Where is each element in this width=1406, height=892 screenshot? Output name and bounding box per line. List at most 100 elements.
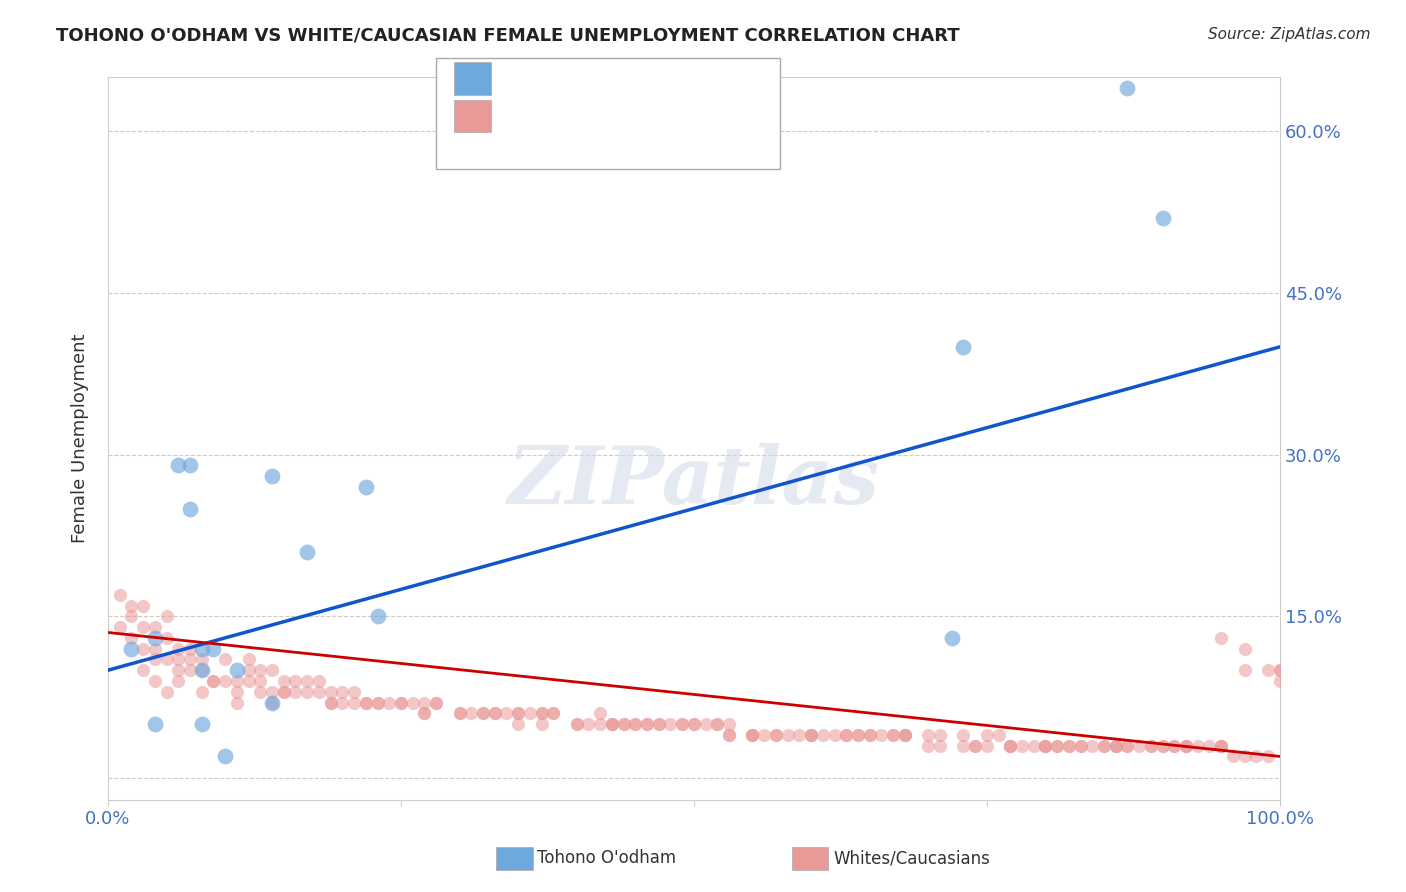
Text: R =  0.693    N =  21: R = 0.693 N = 21: [499, 78, 672, 96]
Point: [343, 685, 366, 699]
Point: [120, 609, 142, 624]
Point: [600, 717, 623, 731]
Point: [846, 728, 869, 742]
Point: [952, 728, 974, 742]
Point: [1035, 739, 1057, 753]
Point: [882, 728, 904, 742]
Point: [543, 706, 565, 721]
Point: [765, 728, 787, 742]
Point: [683, 717, 706, 731]
Point: [741, 728, 763, 742]
Point: [225, 663, 247, 677]
Point: [1233, 641, 1256, 656]
Point: [1152, 211, 1174, 225]
Point: [543, 706, 565, 721]
Point: [167, 652, 190, 666]
Point: [508, 717, 530, 731]
Point: [413, 696, 436, 710]
Point: [238, 663, 260, 677]
Point: [894, 728, 917, 742]
Point: [530, 706, 553, 721]
Point: [167, 673, 190, 688]
Point: [929, 739, 952, 753]
Point: [718, 728, 741, 742]
Point: [132, 641, 155, 656]
Point: [190, 717, 212, 731]
Point: [202, 641, 225, 656]
Point: [214, 652, 236, 666]
Point: [1116, 739, 1139, 753]
Point: [260, 696, 283, 710]
Point: [1152, 739, 1174, 753]
Point: [449, 706, 471, 721]
Point: [1198, 739, 1220, 753]
Point: [366, 696, 388, 710]
Point: [565, 717, 588, 731]
Point: [249, 663, 271, 677]
Text: ZIPatlas: ZIPatlas: [508, 443, 880, 521]
Point: [214, 673, 236, 688]
Point: [472, 706, 495, 721]
Point: [425, 696, 447, 710]
Point: [894, 728, 917, 742]
Point: [260, 469, 283, 483]
Point: [1246, 749, 1268, 764]
Point: [484, 706, 506, 721]
Point: [882, 728, 904, 742]
Point: [190, 663, 212, 677]
Point: [1116, 739, 1139, 753]
Point: [484, 706, 506, 721]
Point: [859, 728, 882, 742]
Point: [1163, 739, 1185, 753]
Point: [225, 673, 247, 688]
Point: [741, 728, 763, 742]
Point: [319, 696, 342, 710]
Point: [389, 696, 412, 710]
Point: [179, 641, 201, 656]
Point: [1268, 663, 1291, 677]
Point: [190, 663, 212, 677]
Point: [143, 652, 166, 666]
Point: [108, 588, 131, 602]
Point: [1175, 739, 1198, 753]
Point: [624, 717, 647, 731]
Point: [648, 717, 671, 731]
Point: [460, 706, 482, 721]
Point: [1105, 739, 1128, 753]
Point: [508, 706, 530, 721]
Point: [952, 739, 974, 753]
Point: [1070, 739, 1092, 753]
Point: [143, 631, 166, 645]
Point: [1163, 739, 1185, 753]
Point: [132, 663, 155, 677]
Point: [1000, 739, 1022, 753]
Point: [671, 717, 693, 731]
Point: [132, 599, 155, 613]
Point: [472, 706, 495, 721]
Point: [330, 685, 353, 699]
Point: [870, 728, 893, 742]
Point: [284, 673, 307, 688]
Point: [1092, 739, 1115, 753]
Point: [706, 717, 728, 731]
Point: [1046, 739, 1069, 753]
Point: [167, 663, 190, 677]
Point: [917, 739, 939, 753]
Point: [695, 717, 717, 731]
Point: [179, 501, 201, 516]
Point: [1233, 749, 1256, 764]
Point: [1070, 739, 1092, 753]
Point: [859, 728, 882, 742]
Point: [624, 717, 647, 731]
Point: [508, 706, 530, 721]
Text: Whites/Caucasians: Whites/Caucasians: [834, 849, 991, 867]
Point: [1046, 739, 1069, 753]
Point: [1035, 739, 1057, 753]
Point: [155, 609, 177, 624]
Point: [1128, 739, 1150, 753]
Point: [1092, 739, 1115, 753]
Point: [1233, 663, 1256, 677]
Point: [238, 673, 260, 688]
Point: [1105, 739, 1128, 753]
Point: [952, 340, 974, 354]
